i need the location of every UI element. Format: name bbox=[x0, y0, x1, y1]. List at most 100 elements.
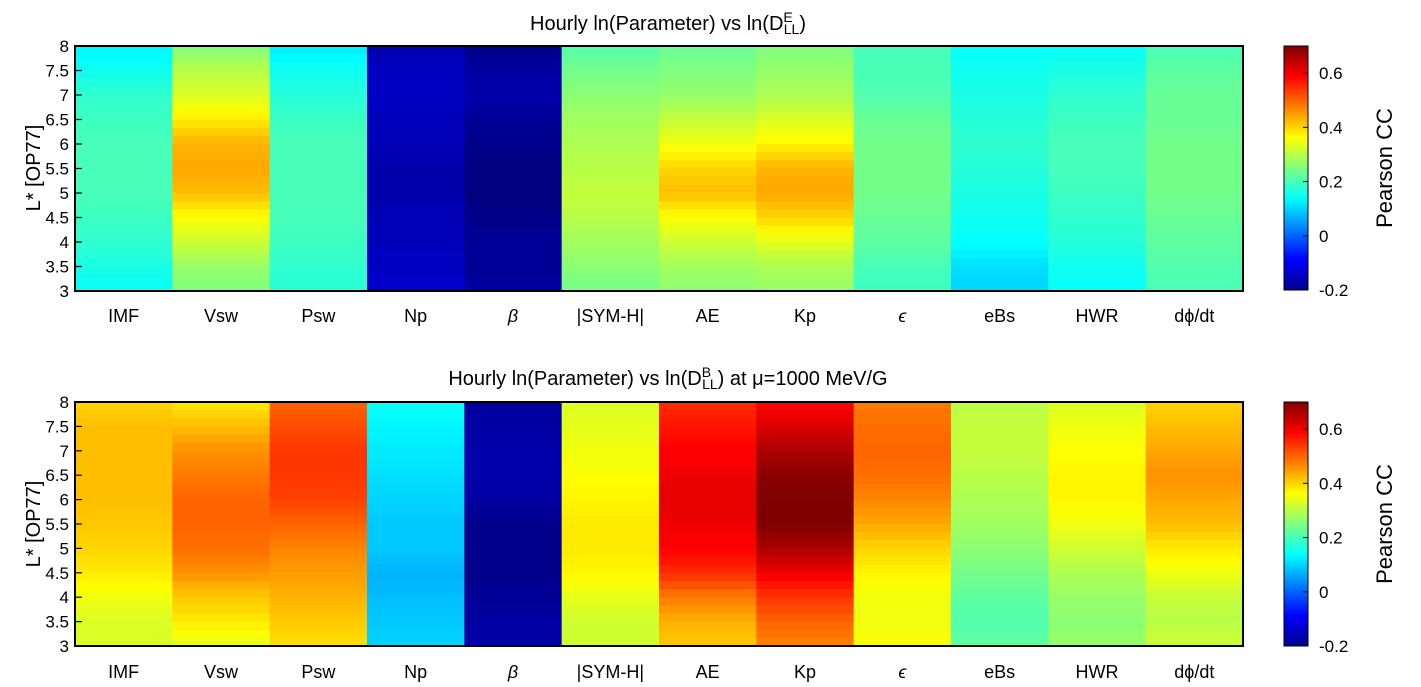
colorbar-bottom bbox=[1283, 401, 1309, 647]
heatmap-cell bbox=[756, 402, 855, 411]
colorbar-top bbox=[1283, 45, 1309, 291]
heatmap-cell bbox=[75, 70, 173, 80]
heatmap-cell bbox=[172, 580, 271, 590]
heatmap-cell bbox=[172, 95, 271, 104]
heatmap-cell bbox=[853, 467, 952, 476]
heatmap-cell bbox=[75, 233, 173, 243]
heatmap-cell bbox=[951, 193, 1049, 202]
heatmap-cell bbox=[561, 605, 660, 615]
heatmap-cell bbox=[367, 475, 465, 484]
heatmap-cell bbox=[1048, 458, 1147, 468]
heatmap-cell bbox=[464, 242, 563, 251]
heatmap-cell bbox=[464, 70, 563, 80]
heatmap-cell bbox=[464, 78, 563, 88]
heatmap-cell bbox=[561, 580, 660, 590]
heatmap-cell bbox=[172, 193, 271, 202]
heatmap-cell bbox=[367, 483, 465, 493]
heatmap-cell bbox=[561, 458, 660, 468]
heatmap-cell bbox=[172, 119, 271, 129]
heatmap-cell bbox=[172, 532, 271, 541]
heatmap-cell bbox=[172, 434, 271, 444]
colorbar-tick-label: 0 bbox=[1319, 583, 1328, 602]
heatmap-cell bbox=[561, 637, 660, 647]
x-tick-label: Kp bbox=[794, 662, 816, 682]
y-tick-label: 3.5 bbox=[45, 258, 69, 277]
heatmap-cell bbox=[1048, 62, 1147, 72]
heatmap-cell bbox=[464, 637, 563, 647]
heatmap-cell bbox=[1048, 613, 1147, 623]
heatmap-cell bbox=[853, 168, 952, 178]
heatmap-cell bbox=[951, 442, 1049, 452]
heatmap-cell bbox=[951, 483, 1049, 493]
heatmap-cell bbox=[1145, 168, 1244, 178]
heatmap-cell bbox=[1145, 540, 1244, 549]
heatmap-cell bbox=[1145, 564, 1244, 574]
heatmap-cell bbox=[756, 217, 855, 227]
heatmap-cell bbox=[464, 410, 563, 419]
heatmap-cell bbox=[659, 217, 757, 227]
heatmap-cell bbox=[1048, 193, 1147, 202]
heatmap-cell bbox=[853, 144, 952, 153]
heatmap-cell bbox=[464, 168, 563, 178]
heatmap-cell bbox=[561, 282, 660, 292]
heatmap-cell bbox=[367, 458, 465, 468]
x-tick-label: β bbox=[507, 306, 518, 326]
heatmap-cell bbox=[951, 266, 1049, 276]
heatmap-cell bbox=[951, 70, 1049, 80]
heatmap-cell bbox=[1145, 176, 1244, 186]
heatmap-cell bbox=[464, 572, 563, 582]
heatmap-cell bbox=[659, 233, 757, 243]
heatmap-cell bbox=[853, 152, 952, 161]
heatmap-cell bbox=[367, 467, 465, 476]
heatmap-cell bbox=[75, 605, 173, 615]
heatmap-cell bbox=[75, 491, 173, 501]
heatmap-cell bbox=[269, 184, 368, 194]
heatmap-cell bbox=[75, 524, 173, 533]
heatmap-cell bbox=[659, 410, 757, 419]
heatmap-cell bbox=[464, 540, 563, 549]
heatmap-cell bbox=[756, 193, 855, 202]
heatmap-cell bbox=[1145, 152, 1244, 161]
heatmap-cell bbox=[853, 589, 952, 598]
panel-bottom-title: Hourly ln(Parameter) vs ln(DB LL) at μ=10… bbox=[448, 364, 887, 392]
heatmap-cell bbox=[951, 621, 1049, 631]
heatmap-cell bbox=[269, 217, 368, 227]
heatmap-cell bbox=[172, 442, 271, 452]
heatmap-cell bbox=[269, 209, 368, 219]
heatmap-cell bbox=[659, 70, 757, 80]
heatmap-cell bbox=[269, 86, 368, 96]
x-tick-label: |SYM-H| bbox=[577, 662, 644, 682]
heatmap-cell bbox=[464, 491, 563, 501]
heatmap-cell bbox=[951, 258, 1049, 268]
heatmap-cell bbox=[172, 201, 271, 210]
heatmap-cell bbox=[464, 46, 563, 55]
heatmap-cell bbox=[172, 46, 271, 55]
heatmap-cell bbox=[951, 242, 1049, 251]
heatmap-cell bbox=[561, 233, 660, 243]
heatmap-cell bbox=[1048, 524, 1147, 533]
heatmap-cell bbox=[1145, 572, 1244, 582]
heatmap-cell bbox=[853, 193, 952, 202]
heatmap-cell bbox=[172, 70, 271, 80]
heatmap-cell bbox=[561, 434, 660, 444]
heatmap-cell bbox=[75, 201, 173, 210]
heatmap-cell bbox=[367, 95, 465, 104]
heatmap-cell bbox=[853, 201, 952, 210]
heatmap-cell bbox=[367, 540, 465, 549]
heatmap-cell bbox=[367, 637, 465, 647]
heatmap-cell bbox=[172, 475, 271, 484]
heatmap-cell bbox=[853, 217, 952, 227]
heatmap-cell bbox=[853, 597, 952, 606]
heatmap-cell bbox=[269, 54, 368, 63]
heatmap-cell bbox=[853, 418, 952, 427]
heatmap-cell bbox=[75, 589, 173, 598]
x-tick-label: Vsw bbox=[204, 662, 239, 682]
heatmap-cell bbox=[269, 62, 368, 72]
heatmap-cell bbox=[75, 621, 173, 631]
heatmap-cell bbox=[853, 605, 952, 615]
heatmap-cell bbox=[464, 450, 563, 460]
heatmap-cell bbox=[1145, 233, 1244, 243]
y-tick-label: 4 bbox=[60, 233, 69, 252]
heatmap-cell bbox=[951, 629, 1049, 639]
heatmap-cell bbox=[756, 589, 855, 598]
